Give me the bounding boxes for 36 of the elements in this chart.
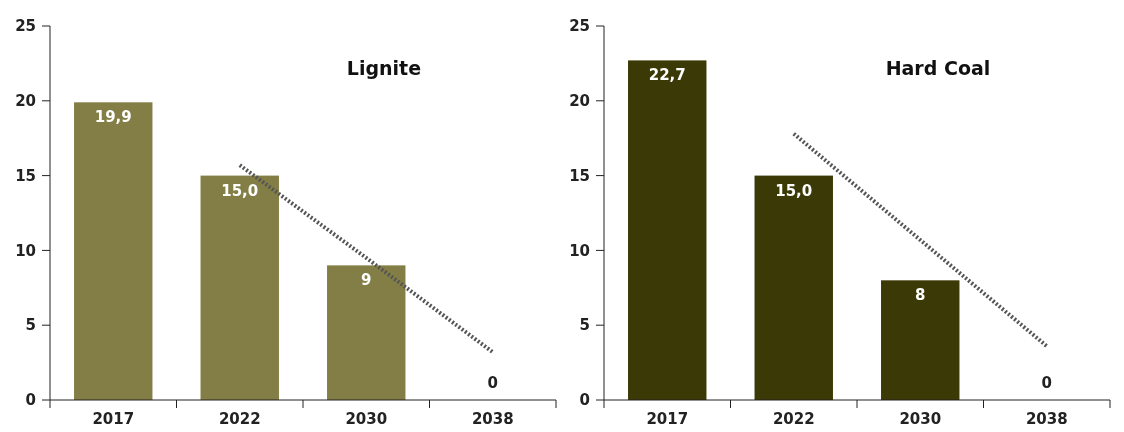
data-label: 0 — [1041, 374, 1052, 392]
bar — [74, 102, 153, 400]
x-tick-label: 2017 — [92, 410, 135, 428]
x-tick-label: 2030 — [899, 410, 942, 428]
data-label: 15,0 — [775, 181, 813, 200]
bar — [628, 60, 707, 400]
x-tick-label: 2030 — [345, 410, 388, 428]
y-tick-label: 5 — [579, 316, 590, 335]
y-tick-label: 20 — [569, 92, 590, 111]
x-tick-label: 2022 — [218, 410, 261, 428]
x-tick-label: 2038 — [471, 410, 514, 428]
y-tick-label: 25 — [15, 17, 36, 36]
text: Lignite — [346, 56, 422, 79]
y-tick-label: 15 — [15, 166, 36, 185]
bar — [754, 175, 833, 400]
data-label: 0 — [487, 374, 498, 392]
y-tick-label: 25 — [569, 17, 590, 36]
data-label: 19,9 — [94, 108, 132, 127]
x-tick-label: 2038 — [1025, 410, 1068, 428]
data-label: 9 — [361, 271, 372, 290]
y-tick-label: 0 — [579, 391, 590, 410]
x-tick-label: 2022 — [772, 410, 815, 428]
data-label: 15,0 — [221, 181, 259, 200]
y-tick-label: 0 — [25, 391, 36, 410]
y-tick-label: 10 — [15, 241, 36, 260]
x-tick-label: 2017 — [646, 410, 689, 428]
text: Hard Coal — [885, 56, 991, 79]
y-tick-label: 15 — [569, 166, 590, 185]
bar — [881, 280, 960, 400]
y-tick-label: 5 — [25, 316, 36, 335]
y-tick-label: 20 — [15, 92, 36, 111]
data-label: 8 — [915, 286, 926, 305]
data-label: 22,7 — [648, 66, 686, 85]
bar — [200, 175, 279, 400]
bar — [327, 265, 406, 400]
y-tick-label: 10 — [569, 241, 590, 260]
